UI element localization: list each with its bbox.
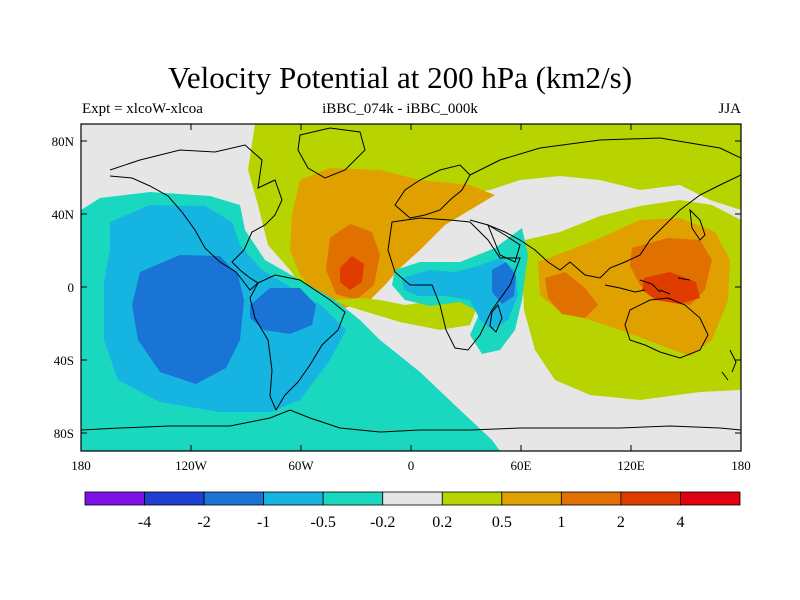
south-america-coast [249, 274, 346, 412]
negative-region-pacific-core [132, 255, 244, 384]
negative-region-africa-core [492, 262, 516, 304]
colorbar-label: 4 [676, 514, 684, 531]
run-difference-label: iBBC_074k - iBBC_000k [322, 101, 478, 117]
colorbar-label: 2 [617, 514, 625, 531]
colorbar: -4 -2 -1 -0.5 -0.2 0.2 0.5 1 2 4 [84, 491, 741, 531]
velocity-potential-field [81, 124, 741, 451]
arabia-coast [486, 223, 521, 263]
plot-title: Velocity Potential at 200 hPa (km2/s) [167, 60, 633, 95]
greenland-coast [297, 127, 366, 179]
positive-region-west-pacific-core [642, 272, 700, 304]
colorbar-label: -1 [257, 514, 270, 531]
lon-label: 120E [617, 458, 645, 473]
colorbar-label: -0.5 [311, 514, 336, 531]
lat-label: 80N [52, 134, 75, 149]
coastlines [81, 127, 741, 433]
lon-label: 60W [288, 458, 314, 473]
colorbar-swatch [501, 491, 562, 506]
lat-label: 40N [52, 207, 75, 222]
australia-coast [624, 297, 709, 359]
colorbar-swatch [84, 491, 145, 506]
lon-label: 0 [408, 458, 415, 473]
north-america-coast [109, 144, 283, 291]
positive-region-indian-ocean [545, 272, 598, 318]
indonesia-islands [604, 277, 691, 295]
season-label: JJA [718, 101, 741, 117]
new-zealand-coast [721, 349, 737, 381]
colorbar-swatch [203, 491, 265, 506]
colorbar-swatch [680, 491, 741, 506]
colorbar-label: 1 [557, 514, 565, 531]
antarctica-coast [81, 409, 741, 433]
africa-coast [387, 217, 521, 351]
lat-ticks [81, 140, 741, 434]
lon-ticks [80, 124, 742, 451]
lon-label: 60E [511, 458, 532, 473]
colorbar-swatch [560, 491, 622, 506]
asia-coast [469, 137, 741, 279]
europe-coast [394, 164, 471, 219]
negative-region-africa-inner [402, 258, 518, 330]
positive-region-atlantic-peak [340, 256, 364, 290]
colorbar-swatch [322, 491, 384, 506]
colorbar-swatch [144, 491, 205, 506]
lon-label: 120W [175, 458, 208, 473]
lon-label: 180 [71, 458, 91, 473]
colorbar-swatch [441, 491, 503, 506]
colorbar-label: -0.2 [370, 514, 395, 531]
japan-coast [689, 208, 706, 241]
negative-region-south-america [250, 288, 316, 334]
colorbar-label: -4 [138, 514, 151, 531]
colorbar-label: 0.2 [432, 514, 452, 531]
lat-label: 0 [68, 280, 75, 295]
colorbar-swatch [620, 491, 681, 506]
lat-label: 80S [54, 426, 74, 441]
lat-label: 40S [54, 353, 74, 368]
colorbar-swatch [263, 491, 324, 506]
colorbar-label: 0.5 [492, 514, 512, 531]
colorbar-label: -2 [197, 514, 210, 531]
positive-region-north [248, 124, 741, 300]
lon-label: 180 [731, 458, 751, 473]
colorbar-swatch [382, 491, 443, 506]
madagascar-coast [489, 303, 503, 333]
experiment-label: Expt = xlcoW-xlcoa [82, 101, 203, 117]
